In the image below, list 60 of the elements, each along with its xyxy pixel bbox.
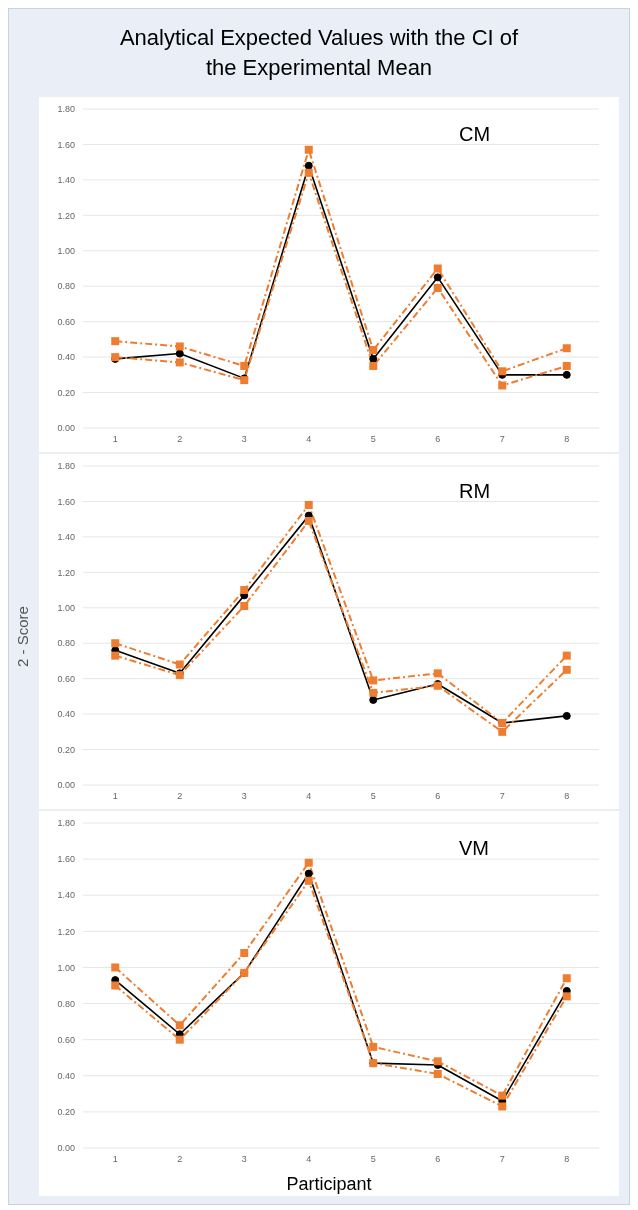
x-tick-label: 2 xyxy=(177,791,183,802)
y-tick-label: 1.20 xyxy=(57,926,75,937)
x-tick-label: 3 xyxy=(241,1154,247,1165)
x-tick-label: 1 xyxy=(112,791,118,802)
y-tick-label: 0.80 xyxy=(57,281,75,292)
x-tick-label: 2 xyxy=(177,1154,183,1165)
x-tick-label: 2 xyxy=(177,434,183,445)
x-tick-label: 8 xyxy=(564,434,570,445)
y-tick-label: 1.40 xyxy=(57,532,75,543)
y-tick-label: 1.80 xyxy=(57,104,75,115)
x-tick-label: 7 xyxy=(499,1154,505,1165)
x-tick-label: 5 xyxy=(370,434,376,445)
y-tick-label: 0.80 xyxy=(57,998,75,1009)
x-tick-label: 8 xyxy=(564,791,570,802)
y-tick-label: 0.60 xyxy=(57,316,75,327)
x-tick-label: 1 xyxy=(112,434,118,445)
x-axis-title: Participant xyxy=(285,1173,373,1196)
x-tick-label: 5 xyxy=(370,791,376,802)
y-tick-label: 0.60 xyxy=(57,673,75,684)
x-tick-label: 4 xyxy=(306,434,312,445)
x-tick-label: 6 xyxy=(435,434,441,445)
y-tick-label: 1.20 xyxy=(57,567,75,578)
chart-title: Analytical Expected Values with the CI of the Experimental Mean xyxy=(118,24,520,82)
y-tick-label: 0.00 xyxy=(57,423,75,434)
x-tick-label: 4 xyxy=(306,1154,312,1165)
y-tick-label: 0.00 xyxy=(57,1143,75,1154)
x-tick-label: 3 xyxy=(241,791,247,802)
x-tick-label: 8 xyxy=(564,1154,570,1165)
y-tick-label: 1.40 xyxy=(57,175,75,186)
y-tick-label: 0.40 xyxy=(57,709,75,720)
x-tick-label: 4 xyxy=(306,791,312,802)
y-axis-title: 2 - Score xyxy=(14,605,31,667)
y-tick-label: 0.60 xyxy=(57,1034,75,1045)
x-tick-label: 1 xyxy=(112,1154,118,1165)
x-tick-label: 6 xyxy=(435,791,441,802)
y-tick-label: 0.20 xyxy=(57,1107,75,1118)
y-tick-label: 0.80 xyxy=(57,638,75,649)
x-tick-label: 3 xyxy=(241,434,247,445)
y-tick-label: 0.40 xyxy=(57,352,75,363)
y-tick-label: 1.60 xyxy=(57,139,75,150)
y-tick-label: 1.00 xyxy=(57,602,75,613)
x-tick-label: 5 xyxy=(370,1154,376,1165)
y-tick-label: 1.80 xyxy=(57,461,75,472)
x-tick-label: 6 xyxy=(435,1154,441,1165)
annotation: CM xyxy=(459,123,491,146)
y-tick-label: 1.20 xyxy=(57,210,75,221)
y-tick-label: 1.40 xyxy=(57,890,75,901)
y-tick-label: 1.80 xyxy=(57,818,75,829)
y-tick-label: 0.20 xyxy=(57,744,75,755)
y-tick-label: 1.00 xyxy=(57,245,75,256)
annotation: VM xyxy=(459,837,489,860)
y-tick-label: 0.40 xyxy=(57,1070,75,1081)
y-tick-label: 1.60 xyxy=(57,854,75,865)
y-tick-label: 0.20 xyxy=(57,387,75,398)
x-tick-label: 7 xyxy=(499,791,505,802)
y-tick-label: 0.00 xyxy=(57,780,75,791)
y-tick-label: 1.00 xyxy=(57,962,75,973)
y-tick-label: 1.60 xyxy=(57,496,75,507)
x-tick-label: 7 xyxy=(499,434,505,445)
annotation: RM xyxy=(459,480,491,503)
